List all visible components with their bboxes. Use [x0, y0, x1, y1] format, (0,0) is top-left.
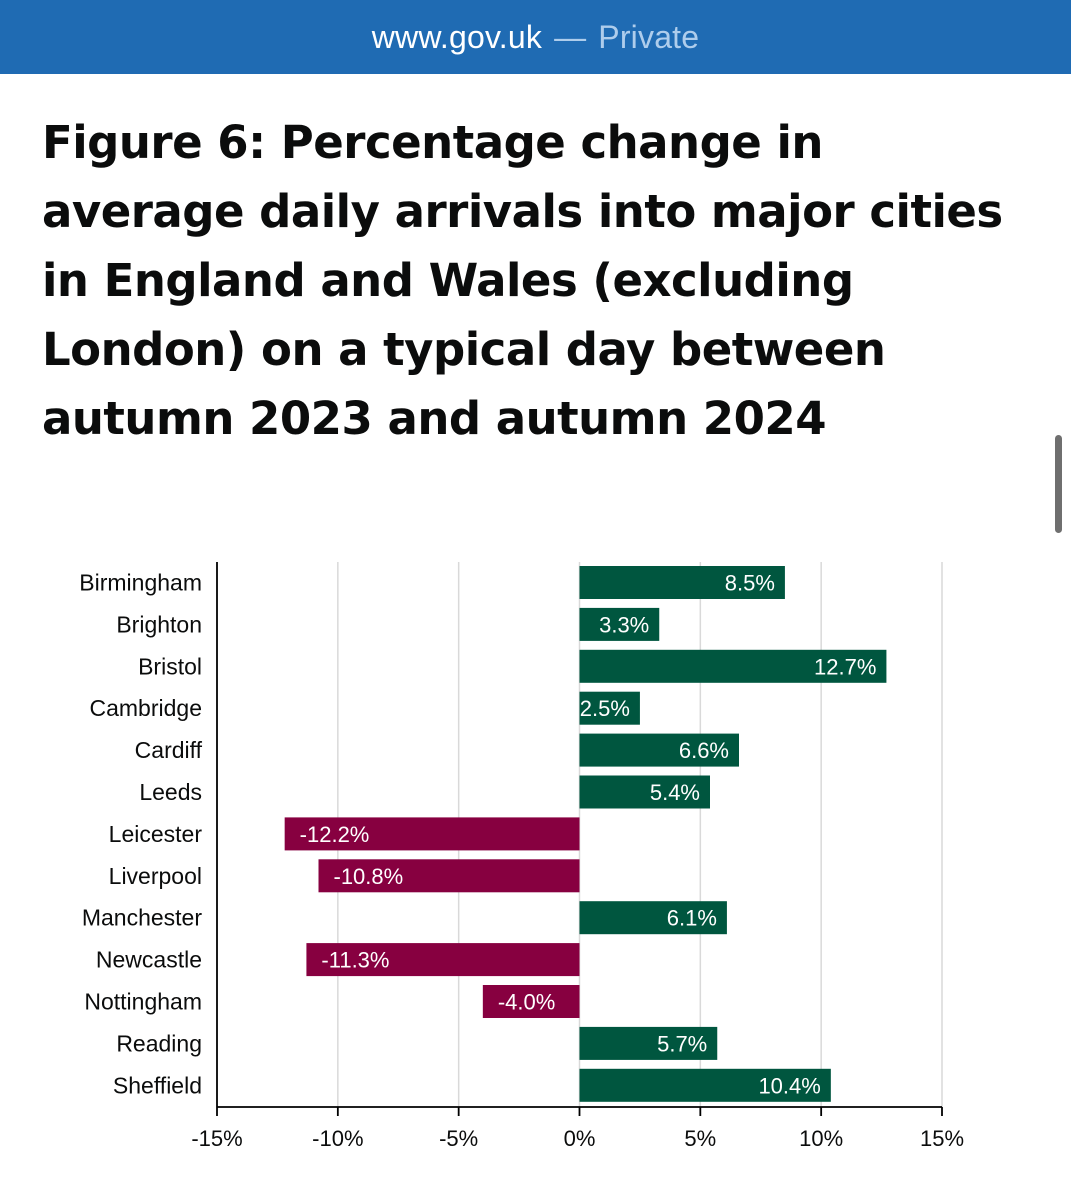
data-label: 10.4%: [758, 1073, 820, 1098]
x-tick-label: -10%: [312, 1126, 363, 1151]
data-label: -11.3%: [321, 948, 389, 973]
private-mode-label: Private: [598, 18, 700, 55]
bar: [579, 649, 887, 683]
x-tick-label: -15%: [191, 1126, 242, 1151]
bar: [579, 607, 660, 641]
data-label: 12.7%: [814, 654, 876, 679]
x-tick-label: 10%: [799, 1126, 843, 1151]
url-text[interactable]: www.gov.uk: [371, 18, 543, 55]
bar: [318, 859, 580, 893]
bar: [579, 1026, 718, 1060]
data-label: 3.3%: [599, 612, 649, 637]
category-label: Liverpool: [109, 863, 202, 889]
data-label: 2.5%: [580, 696, 630, 721]
category-label: Manchester: [82, 905, 203, 931]
data-label: 5.4%: [650, 780, 700, 805]
page-title: Figure 6: Percentage change in average d…: [42, 116, 1003, 445]
data-label: 5.7%: [657, 1031, 707, 1056]
bar: [579, 1068, 831, 1102]
bar: [306, 943, 580, 977]
category-label: Bristol: [138, 653, 202, 679]
x-tick-label: 0%: [564, 1126, 596, 1151]
browser-address-bar[interactable]: www.gov.uk — Private: [0, 0, 1071, 74]
category-label: Brighton: [116, 611, 202, 637]
category-label: Cardiff: [135, 737, 203, 763]
x-tick-label: -5%: [439, 1126, 478, 1151]
data-label: -4.0%: [498, 990, 555, 1015]
data-label: 6.1%: [667, 906, 717, 931]
bar: [579, 775, 710, 809]
bar: [579, 691, 640, 725]
bar: [284, 817, 580, 851]
url-separator: —: [554, 18, 587, 55]
bar: [579, 733, 739, 767]
bar: [482, 985, 580, 1018]
data-label: -12.2%: [300, 822, 370, 847]
bar-chart: 8.5% Birmingham 3.3% Brighton 12.7% Bristol 2.…: [79, 562, 964, 1151]
scrollbar[interactable]: [1055, 435, 1062, 533]
category-label: Sheffield: [113, 1072, 202, 1098]
category-label: Cambridge: [90, 695, 203, 721]
bar: [579, 566, 785, 599]
x-tick-label: 5%: [684, 1126, 716, 1151]
category-label: Leicester: [109, 821, 203, 847]
data-label: 8.5%: [725, 571, 775, 596]
category-label: Newcastle: [96, 947, 202, 973]
category-label: Birmingham: [79, 570, 202, 596]
category-label: Reading: [116, 1030, 202, 1056]
data-label: -10.8%: [334, 864, 404, 889]
bar: [579, 901, 727, 935]
data-label: 6.6%: [679, 738, 729, 763]
category-label: Nottingham: [84, 989, 202, 1015]
x-tick-label: 15%: [920, 1126, 964, 1151]
category-label: Leeds: [139, 779, 202, 805]
